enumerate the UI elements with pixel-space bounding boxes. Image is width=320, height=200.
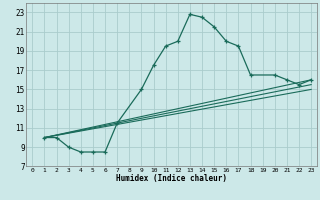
X-axis label: Humidex (Indice chaleur): Humidex (Indice chaleur) xyxy=(116,174,227,183)
